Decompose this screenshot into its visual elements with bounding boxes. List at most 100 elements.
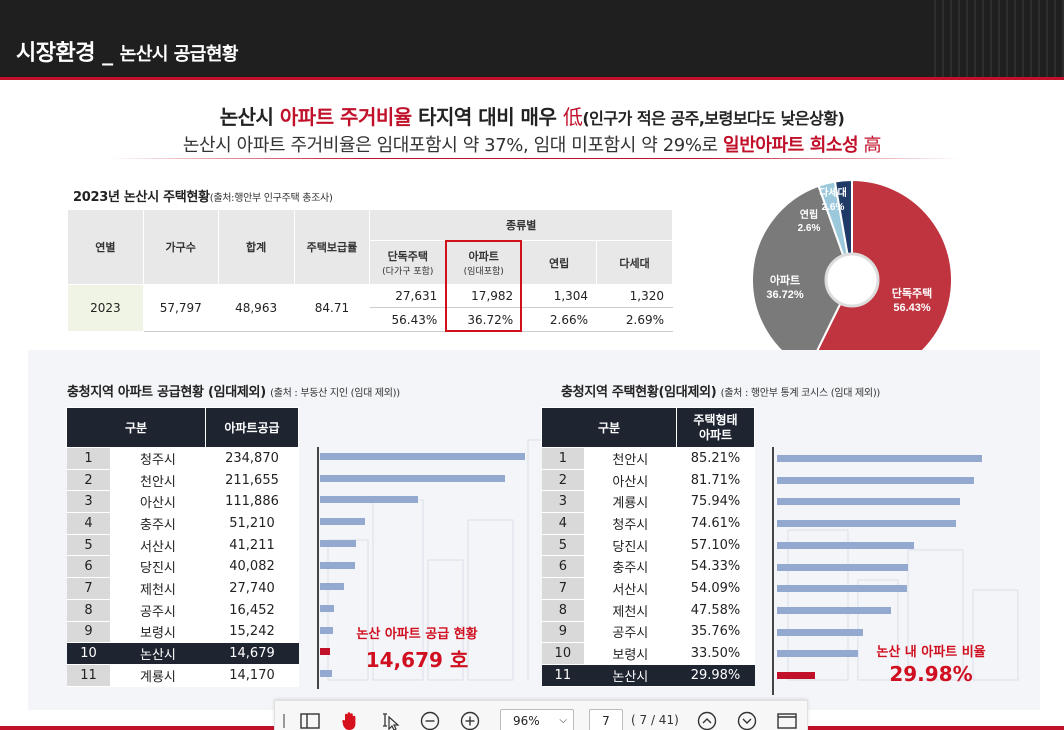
zoom-out-icon[interactable] (419, 710, 441, 730)
bar-2 (777, 476, 974, 484)
hand-tool-icon[interactable] (339, 710, 361, 730)
col-multi: 다세대 (596, 240, 673, 285)
pie-label-detached-pct: 56.43% (893, 302, 931, 314)
bar-6 (777, 563, 908, 571)
table-row: 9 공주시 35.76% (541, 621, 755, 644)
cell-ratio: 56.43% (369, 307, 447, 332)
row-city: 공주시 (584, 621, 677, 644)
table-row: 11 계룡시 14,170 (66, 664, 299, 687)
pie-label-row-name: 연립 (800, 208, 818, 221)
table-row: 7 서산시 54.09% (541, 577, 755, 600)
cell-ratio: 36.72% (445, 307, 523, 332)
zoom-in-icon[interactable] (459, 710, 481, 730)
chevron-down-icon: ⌵ (559, 715, 567, 726)
row-city: 충주시 (110, 512, 206, 535)
pie-label-apt-pct: 36.72% (766, 289, 804, 301)
pie-label-apt-name: 아파트 (770, 273, 800, 287)
page-number-input[interactable]: 7 (589, 709, 623, 730)
row-city: 보령시 (110, 621, 206, 644)
bar-7 (320, 583, 345, 591)
row-index: 11 (541, 664, 585, 687)
housing-pie-chart: 단독주택 56.43% 아파트 36.72% 연립 2.6% 다세대 2.6% (751, 178, 953, 381)
pie-label-multi-name: 다세대 (819, 186, 847, 199)
row-index: 1 (66, 447, 111, 470)
ratio-callout: 논산 내 아파트 비율 29.98% (876, 645, 986, 686)
row-value: 35.76% (676, 621, 755, 644)
row-index: 3 (66, 490, 111, 514)
table-row: 1 천안시 85.21% (541, 447, 755, 470)
bar-3 (777, 498, 960, 506)
zoom-level-select[interactable]: 96% ⌵ (500, 709, 574, 730)
table-row: 3 계룡시 75.94% (541, 490, 755, 514)
row-index: 2 (541, 469, 585, 492)
row-index: 4 (541, 512, 585, 535)
row-value: 33.50% (676, 642, 755, 665)
row-city: 청주시 (584, 512, 677, 535)
bar-4 (320, 518, 365, 526)
row-index: 10 (66, 642, 111, 665)
row-index: 7 (66, 577, 111, 600)
headline-line-1: 논산시 아파트 주거비율 타지역 대비 매우 低(인구가 적은 공주,보령보다도… (219, 105, 845, 129)
row-city: 천안시 (110, 469, 206, 492)
row-city: 서산시 (584, 577, 677, 600)
table-row: 5 당진시 57.10% (541, 534, 755, 557)
row-value: 14,170 (205, 664, 299, 687)
row-index: 9 (66, 621, 111, 644)
row-city: 당진시 (110, 555, 206, 579)
bar-8 (320, 604, 335, 612)
housing-table: 연별 가구수 합계 주택보급률 종류별 단독주택 (다가구 포함) 아파트 (임대포… (67, 209, 673, 332)
pie-svg: 단독주택 56.43% 아파트 36.72% 연립 2.6% 다세대 2.6% (751, 178, 953, 381)
presentation-mode-icon[interactable] (776, 710, 798, 730)
row-index: 7 (541, 577, 585, 600)
table-row: 7 제천시 27,740 (66, 577, 299, 600)
row-value: 74.61% (676, 512, 755, 535)
cell-count: 1,320 (596, 284, 673, 308)
bar-11 (320, 670, 333, 677)
row-index: 2 (66, 469, 111, 492)
row-city: 논산시 (584, 664, 677, 687)
select-text-tool-icon[interactable] (379, 710, 401, 730)
apt-highlight-box (445, 240, 522, 332)
table-row: 4 청주시 74.61% (541, 512, 755, 535)
sidebar-toggle-icon[interactable] (299, 710, 321, 730)
row-city: 보령시 (584, 642, 677, 665)
table-row: 2 천안시 211,655 (66, 469, 299, 492)
bar-5 (320, 539, 356, 547)
bar-9 (320, 626, 334, 634)
table-row: 4 충주시 51,210 (66, 512, 299, 535)
supply-bar-axis (317, 447, 319, 689)
table-row: 9 보령시 15,242 (66, 621, 299, 644)
col-supply-rate: 주택보급률 (293, 209, 371, 285)
row-city: 천안시 (584, 447, 677, 470)
row-city: 제천시 (584, 599, 677, 622)
previous-page-icon[interactable] (696, 710, 718, 730)
pie-label-multi-pct: 2.6% (822, 202, 845, 213)
row-city: 아산시 (110, 490, 206, 514)
row-value: 211,655 (205, 469, 299, 492)
pie-label-row-pct: 2.6% (798, 223, 821, 234)
col-year: 연별 (67, 209, 144, 285)
row-value: 234,870 (205, 447, 299, 470)
pie-label-detached-name: 단독주택 (892, 286, 932, 300)
cell-ratio: 2.69% (596, 307, 673, 332)
row-value: 81.71% (676, 469, 755, 492)
row-city: 서산시 (110, 534, 206, 557)
row-value: 54.33% (676, 555, 755, 579)
row-value: 54.09% (676, 577, 755, 600)
row-value: 14,679 (205, 642, 299, 665)
apt-ratio-title: 충청지역 주택현황(임대제외) (출처 : 행안부 통계 코시스 (임대 제외)… (561, 385, 881, 400)
row-value: 27,740 (205, 577, 299, 600)
bar-3 (320, 496, 418, 504)
row-index: 4 (66, 512, 111, 535)
col-detached: 단독주택 (다가구 포함) (369, 240, 447, 285)
row-city: 논산시 (110, 642, 206, 665)
row-value: 51,210 (205, 512, 299, 535)
col-total: 합계 (217, 209, 295, 285)
row-index: 8 (541, 599, 585, 622)
cell-supply-rate: 84.71 (293, 284, 371, 332)
next-page-icon[interactable] (736, 710, 758, 730)
row-index: 9 (541, 621, 585, 644)
row-value: 16,452 (205, 599, 299, 622)
cell-ratio: 2.66% (521, 307, 598, 332)
row-index: 5 (66, 534, 111, 557)
